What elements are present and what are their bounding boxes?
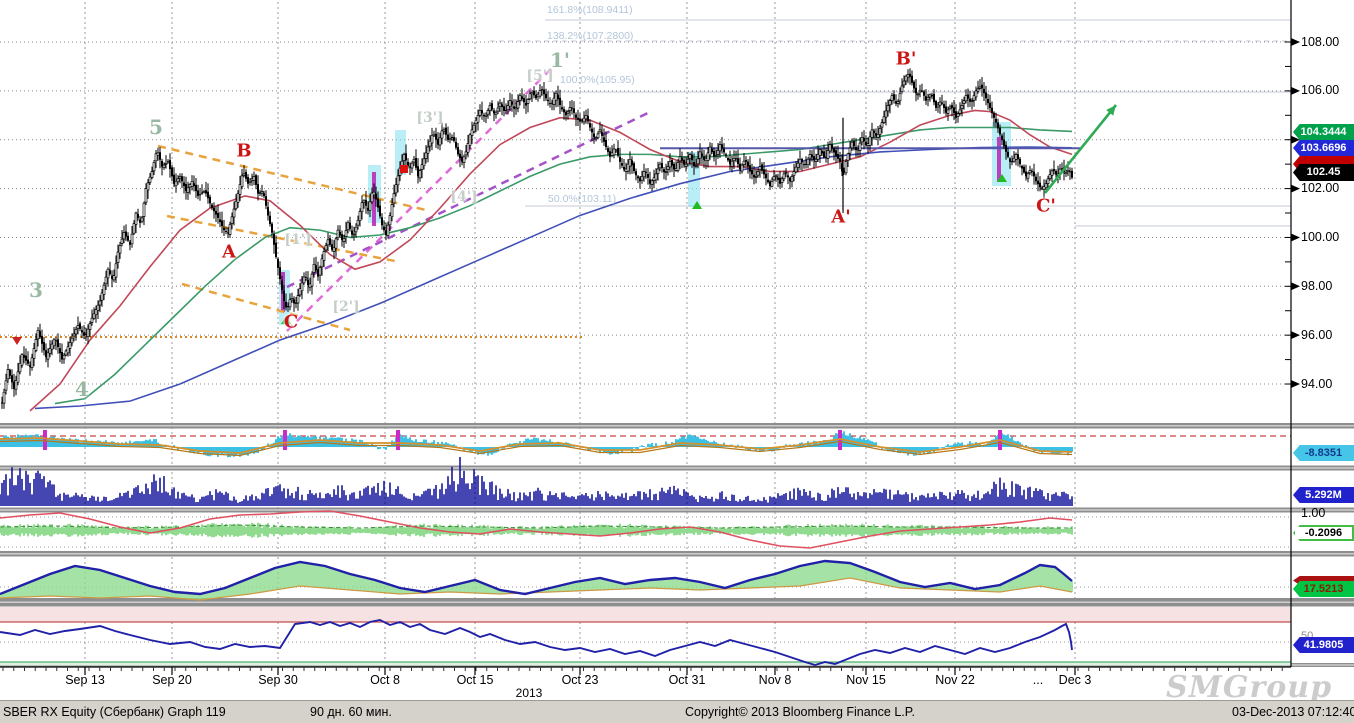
last-ma-blue: 103.6696 [1293,140,1354,156]
main-price-panel [1,62,1118,412]
x-axis-label-oct-15: Oct 15 [456,673,494,687]
status-copyright: Copyright© 2013 Bloomberg Finance L.P. [685,705,915,719]
indicator-1-value: -8.8351 [1293,445,1354,461]
wave-label-A: A [222,241,236,263]
x-axis-year-label: 2013 [515,686,543,700]
x-axis-label-sep-13: Sep 13 [65,673,105,687]
y-axis-label-102.00: 102.00 [1301,181,1340,195]
x-axis-label-nov-15: Nov 15 [846,673,886,687]
x-axis-label-sep-30: Sep 30 [258,673,298,687]
wave-label-5: 5 [149,115,163,139]
indicator-2-value: 5.292M [1293,487,1354,503]
fib-label-161.8: 161.8%(108.9411) [547,4,633,16]
status-bar: SBER RX Equity (Сбербанк) Graph 119 90 д… [0,700,1354,723]
indicator-5-value: 41.9805 [1293,637,1354,653]
y-axis-label-1.00: 1.00 [1301,506,1326,520]
x-axis-label-oct-31: Oct 31 [668,673,706,687]
candlesticks [1,68,1073,409]
wave-label-4: [4'] [450,189,478,205]
status-instrument: SBER RX Equity (Сбербанк) Graph 119 [3,705,226,719]
indicator-3-value: -0.2096 [1293,525,1354,541]
price-axis [1285,0,1300,667]
last-ma-green: 104.3444 [1293,124,1354,140]
fib-level-lines [490,19,1291,227]
x-axis-label-nov-22: Nov 22 [935,673,975,687]
x-axis-label-dec-3: Dec 3 [1058,673,1092,687]
indicator-4-value: 17.5213 [1293,581,1354,597]
y-axis-label-96.00: 96.00 [1301,328,1333,342]
wave-label-C: C [283,311,299,333]
y-axis-label-106.00: 106.00 [1301,83,1340,97]
forecast-arrow [1043,104,1118,194]
fib-label-100.0: 100.0%(105.95) [560,74,635,86]
indicator-panel-5 [0,607,1291,666]
y-axis-label-100.00: 100.00 [1301,230,1340,244]
y-axis-label-94.00: 94.00 [1301,377,1333,391]
wave-label-2: [2'] [332,299,360,315]
wave-label-3: 3 [29,278,43,302]
y-axis-label-108.00: 108.00 [1301,35,1340,49]
status-timestamp: 03-Dec-2013 07:12:40 [1232,705,1354,719]
signal-markers [12,165,1007,345]
wave-label-B: B [236,140,252,162]
x-axis-label-nov-8: Nov 8 [758,673,792,687]
wave-label-5: [5'] [526,68,554,84]
time-axis [0,666,1291,675]
indicator-4-upper [1293,576,1354,585]
fib-label-50.0: 50.0%(103.11) [548,193,617,205]
indicator-panel-2 [0,457,1073,506]
wave-label-A: A' [831,206,851,228]
trendlines [157,62,651,332]
fib-label-138.2: 138.2%(107.2800) [547,30,634,42]
wave-label-C: C' [1036,195,1056,217]
wave-label-1: 1' [549,48,571,72]
indicator-panel-3 [0,510,1291,549]
y-axis-label-98.00: 98.00 [1301,279,1333,293]
wave-label-1: [1'] [284,232,312,248]
wave-label-3: [3'] [416,110,444,126]
indicator-panel-4 [0,559,1291,601]
x-axis-label-...: ... [1032,673,1044,687]
x-axis-label-oct-8: Oct 8 [370,673,400,687]
wave-label-B: B' [895,48,917,70]
x-axis-label-sep-20: Sep 20 [152,673,192,687]
x-axis-label-oct-23: Oct 23 [561,673,599,687]
wave-label-4: 4 [75,377,89,401]
status-period: 90 дн. 60 мин. [310,705,392,719]
indicator-panel-1 [0,429,1291,458]
last-price: 102.45 [1293,164,1354,181]
